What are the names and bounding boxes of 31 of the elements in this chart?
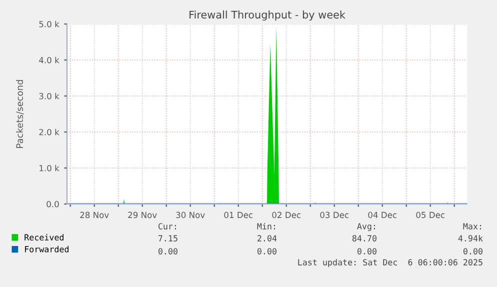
text: 84.70 — [352, 235, 376, 242]
x-tick-label: 30 Nov — [176, 212, 205, 218]
y-tick-label: 5.0 k — [39, 20, 60, 28]
text: 2.04 — [258, 235, 277, 242]
x-tick-label: 28 Nov — [80, 212, 109, 218]
y-tick-label: 4.0 k — [39, 56, 60, 64]
text: 0.00 — [463, 248, 482, 254]
y-tick-label: 2.0 k — [39, 128, 60, 136]
y-axis-title: Packets/second — [16, 80, 24, 148]
text: 4.94k — [458, 234, 483, 242]
x-tick-label: 29 Nov — [128, 212, 157, 218]
y-tick-label: 0.0 — [46, 200, 59, 208]
x-tick-label: 03 Dec — [320, 212, 349, 218]
text: 0.00 — [357, 248, 376, 254]
text: Avg: — [357, 223, 375, 232]
text: Min: — [257, 222, 275, 230]
x-tick-label: 01 Dec — [224, 212, 253, 218]
text: 0.00 — [257, 248, 276, 254]
x-tick-label: 02 Dec — [272, 212, 301, 218]
text: Cur: — [158, 223, 176, 230]
y-tick-label: 3.0 k — [39, 92, 60, 100]
legend-label: Received — [24, 234, 64, 240]
chart-title: Firewall Throughput - by week — [190, 10, 346, 21]
y-tick-label: 1.0 k — [40, 164, 60, 172]
text: Last update: Sat Dec 6 06:00:06 2025 — [298, 258, 482, 268]
legend-label: Forwarded — [25, 246, 68, 252]
text: 0.00 — [158, 248, 178, 254]
text: Max: — [463, 223, 481, 230]
x-tick-label: 04 Dec — [368, 212, 397, 218]
text: 7.15 — [158, 235, 178, 242]
x-tick-label: 05 Dec — [416, 212, 445, 218]
